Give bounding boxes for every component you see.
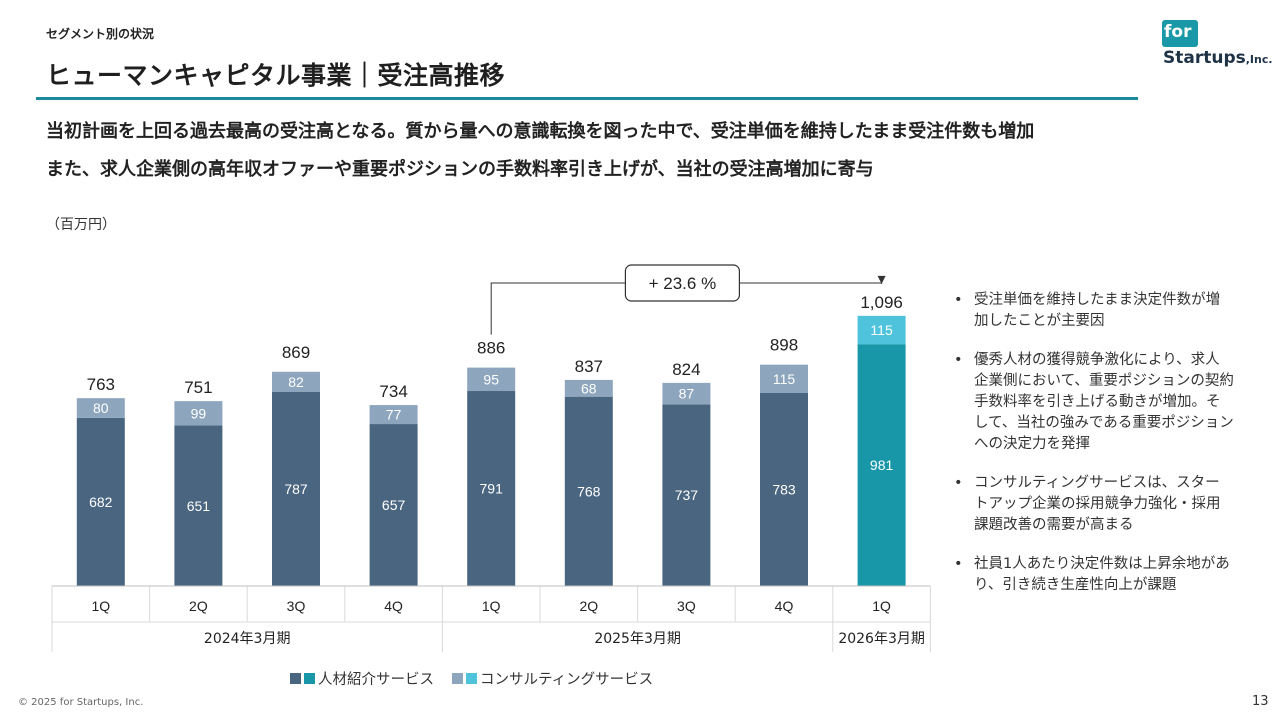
bar-segment-consulting [857,315,906,345]
bar-segment-consulting [369,405,418,425]
bar-segment-consulting [467,367,516,392]
bar-segment-consulting [564,379,613,397]
data-label-total: 734 [379,382,407,401]
growth-callout-box [624,264,741,302]
headline-line-1: 当初計画を上回る過去最高の受注高となる。質から量への意識転換を図った中で、受注単… [46,121,1035,142]
data-label-consulting: 99 [191,405,207,421]
data-label-total: 837 [575,357,603,376]
legend-label-consulting: コンサルティングサービス [480,672,654,688]
x-tick-label: 4Q [775,598,794,614]
x-tick-label: 1Q [482,598,501,614]
x-tick-label: 2Q [579,598,598,614]
note-item: 受注単価を維持したまま決定件数が増加したことが主要因 [954,290,1234,332]
x-tick-label: 1Q [91,598,110,614]
legend-swatch-placement-current [304,673,315,684]
logo-word-startups: Startups,Inc. [1163,48,1273,68]
data-label-total: 751 [184,378,212,397]
data-label-total: 1,096 [860,293,903,312]
x-tick-label: 3Q [287,598,306,614]
period-label: 2024年3月期 [204,631,291,647]
bar-segment-placement [857,344,906,586]
data-label-placement: 657 [382,497,406,513]
notes-list: 受注単価を維持したまま決定件数が増加したことが主要因 優秀人材の獲得競争激化によ… [954,290,1234,614]
chart-legend: 人材紹介サービス コンサルティングサービス [290,668,653,689]
data-label-consulting: 95 [483,371,499,387]
legend-swatch-placement-past [290,673,301,684]
note-item: コンサルティングサービスは、スタートアップ企業の採用競争力強化・採用課題改善の需… [954,473,1234,536]
data-label-placement: 737 [675,487,699,503]
data-label-placement: 651 [187,498,211,514]
period-label: 2025年3月期 [594,631,681,647]
data-label-placement: 768 [577,483,601,499]
bar-segment-consulting [76,398,125,418]
data-label-total: 824 [672,360,700,379]
bar-segment-placement [174,425,223,586]
bar-segment-placement [76,417,125,586]
legend-swatch-consulting-past [452,673,463,684]
data-label-total: 763 [87,375,115,394]
legend-label-placement: 人材紹介サービス [318,672,434,688]
logo-word-for: for [1164,22,1192,42]
data-label-consulting: 68 [581,380,597,396]
bar-segment-placement [272,392,320,586]
bar-segment-placement [760,392,808,586]
bar-segment-consulting [272,371,320,393]
x-tick-label: 1Q [872,598,891,614]
data-label-consulting: 80 [93,400,109,416]
note-item: 優秀人材の獲得競争激化により、求人企業側において、重要ポジションの契約手数料率を… [954,350,1234,455]
order-volume-chart: 682 80 763 651 99 751 787 82 869 657 77 734 791 95 886… [51,264,931,652]
period-label: 2026年3月期 [838,631,925,647]
bar-segment-placement [662,404,711,586]
logo-badge [1162,20,1198,47]
bar-segment-placement [467,391,516,586]
unit-label: （百万円） [46,217,116,233]
page-title: ヒューマンキャピタル事業｜受注高推移 [46,61,506,90]
x-tick-label: 4Q [384,598,403,614]
data-label-total: 886 [477,339,505,358]
data-label-placement: 791 [480,481,504,497]
note-item: 社員1人あたり決定件数は上昇余地があり、引き続き生産性向上が課題 [954,554,1234,596]
data-label-placement: 783 [772,481,796,497]
legend-swatch-consulting-current [466,673,477,684]
data-label-consulting: 77 [386,407,402,423]
data-label-consulting: 87 [679,386,695,402]
data-label-total: 869 [282,343,310,362]
title-rule [36,97,1138,100]
data-label-consulting: 82 [288,374,304,390]
data-label-placement: 682 [89,494,113,510]
data-label-placement: 981 [870,457,894,473]
bar-segment-placement [369,424,418,586]
data-label-placement: 787 [284,481,308,497]
x-tick-label: 3Q [677,598,696,614]
data-label-total: 898 [770,336,798,355]
bar-segment-placement [564,396,613,586]
x-tick-label: 2Q [189,598,208,614]
bar-segment-consulting [760,364,808,393]
bar-segment-consulting [174,401,223,426]
bar-segment-consulting [662,382,711,405]
copyright: © 2025 for Startups, Inc. [18,697,144,708]
section-label: セグメント別の状況 [46,27,155,41]
growth-arrowhead [877,275,886,284]
headline-line-2: また、求人企業側の高年収オファーや重要ポジションの手数料率引き上げが、当社の受注… [46,159,874,180]
data-label-consulting: 115 [870,322,893,338]
growth-callout-label: + 23.6 % [649,274,717,293]
company-logo: for Startups,Inc. [1162,18,1274,74]
page-number: 13 [1252,694,1269,709]
data-label-consulting: 115 [773,371,796,387]
